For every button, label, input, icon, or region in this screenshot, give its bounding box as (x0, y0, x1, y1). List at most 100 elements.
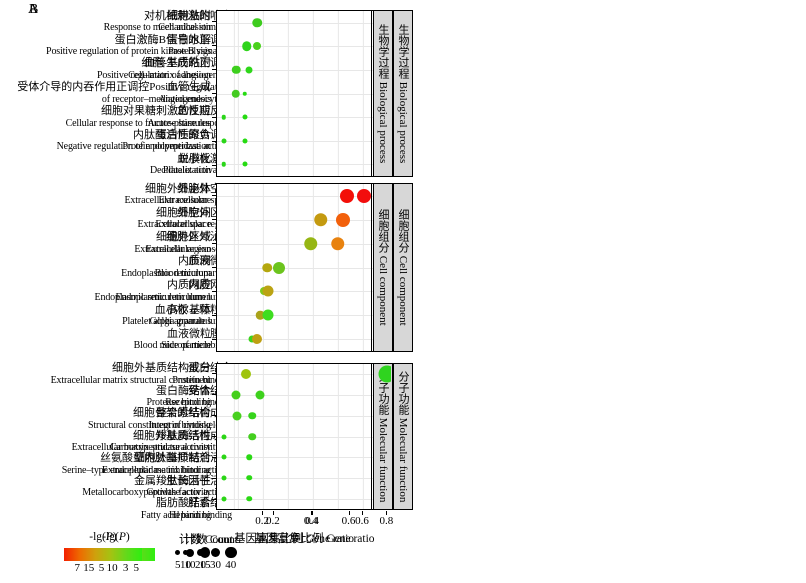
plot-row (217, 279, 371, 303)
data-point (231, 390, 241, 400)
go-term-label-en: Blood microparticle (133, 340, 212, 352)
plot-row (217, 303, 371, 327)
go-term-label: 细胞外空间 Extracellular space (0, 183, 233, 207)
x-tick-label: 0.8 (379, 515, 394, 527)
go-term-label-en: Endoplasmic reticulum lumen (94, 291, 212, 303)
plot-row (217, 58, 371, 82)
go-term-label-zh: 内肽酶活性的负调控 (133, 128, 232, 141)
go-term-label-zh: 内质网 (178, 255, 211, 268)
go-term-label-zh: 细胞外基质结构成分 (133, 429, 232, 442)
count-legend-dot (183, 550, 188, 555)
facet-plot (216, 10, 372, 177)
x-tick-label: 0.4 (303, 515, 318, 527)
pvalue-legend-title-p: P (105, 531, 113, 543)
go-term-label: 整合素结合 Integrin binding (0, 407, 211, 430)
go-term-label: 急性期反应 Acute-phase response (0, 105, 233, 129)
plot-row (217, 405, 371, 426)
go-term-label-en: Golgi apparatus (149, 316, 212, 328)
plot-row (217, 152, 371, 176)
data-point (232, 411, 242, 421)
go-term-label: 受体结合 Receptor binding (0, 385, 232, 408)
count-legend-label: 10 (184, 559, 196, 571)
go-term-label-en: Extracellular exosome (145, 243, 232, 255)
data-point (241, 369, 252, 380)
go-term-label: 内质网腔 Endoplasmic reticulum lumen (0, 279, 212, 304)
go-term-label-zh: 细胞外外泌体 (145, 182, 211, 195)
y-tick-mark (212, 499, 216, 500)
go-term-label: 脂肪酸结合 Fatty acid binding (0, 497, 211, 520)
count-legend-dot (225, 546, 237, 559)
go-term-label: 细胞外外泌体 Extracellular exosome (0, 183, 211, 207)
go-term-label-zh: 细胞外空间 (156, 206, 211, 219)
plot-row (217, 184, 371, 208)
go-term-label-en: Extracellular exosome (124, 195, 211, 207)
count-legend-item: 30 (210, 546, 221, 572)
data-point (252, 42, 261, 51)
go-term-label-zh: 对机械刺激的响应 (144, 9, 232, 22)
plot-row (217, 327, 371, 351)
row-gridline (217, 117, 371, 119)
panel-letter: B (29, 2, 39, 17)
go-term-label-en: Extracellular matrix structural constitu… (50, 374, 212, 386)
data-point (246, 454, 252, 460)
count-legend-dot (186, 548, 194, 557)
data-point (262, 285, 273, 297)
pvalue-colorbar-tick-label: 7 (74, 562, 81, 574)
count-legend-dot-box (183, 546, 188, 559)
data-point (246, 475, 252, 481)
row-gridline (217, 219, 371, 221)
row-gridline (217, 69, 371, 71)
data-point (255, 390, 265, 400)
pvalue-colorbar-tick-label: 5 (98, 562, 105, 574)
data-point (242, 91, 247, 96)
row-gridline (217, 291, 371, 293)
data-point (255, 310, 265, 320)
facet-strip: 细胞组分 Cell component (393, 183, 413, 352)
count-legend-item: 10 (180, 546, 191, 572)
y-tick-mark (212, 267, 216, 268)
row-gridline (217, 164, 371, 166)
go-term-label-zh: 内质网腔 (167, 279, 211, 292)
go-term-label-en: Structural constituent of cytoskeleton (88, 419, 232, 431)
pvalue-colorbar-tick-label: 10 (106, 562, 118, 574)
plot-row (217, 129, 371, 153)
data-point (356, 188, 371, 203)
go-term-label-zh: 蜕膜化 (178, 152, 211, 165)
x-tick-mark (386, 511, 388, 515)
go-term-label: 细胞骨架的结构成分 Structural constituent of cytos… (0, 407, 232, 431)
y-tick-mark (212, 372, 216, 374)
facet-plot-rows (217, 364, 371, 509)
data-point (245, 66, 253, 74)
pvalue-legend-title: -lg(P) (65, 531, 167, 543)
count-legend-dot (210, 547, 221, 558)
go-term-label-en: Platelet activation (162, 165, 232, 177)
go-term-label: 细胞外基质结合 Extracellular matrix binding (0, 452, 211, 475)
count-legend-label: 20 (195, 559, 206, 571)
y-tick-mark (212, 116, 216, 118)
go-term-label: 蛋白质聚合 Protein polymerization (0, 129, 211, 153)
plot-row (217, 468, 371, 489)
count-legend-label: 15 (199, 559, 211, 571)
go-term-label-en: Blood microparticle (154, 267, 233, 279)
go-term-label: 高尔基体 Golgi apparatus (0, 304, 212, 328)
go-term-label-en: Metallocarboxypeptidase activity (82, 487, 211, 498)
y-tick-mark (212, 45, 216, 47)
pvalue-legend-title-prefix: -lg( (89, 531, 106, 543)
data-point (221, 162, 227, 167)
go-term-label: 内肽酶活性的负调控 Negative regulation of endopept… (0, 128, 233, 153)
count-legend-dot (175, 550, 181, 555)
row-gridline (217, 498, 371, 500)
count-legend-label: 10 (180, 559, 191, 571)
go-term-label-zh: 血管生成 (167, 81, 211, 94)
y-tick-mark (212, 291, 216, 293)
count-legend-label: 30 (210, 559, 221, 571)
data-point (231, 65, 241, 75)
go-term-label: 蛋白激酶B信号的正调控 Positive regulation of protei… (0, 34, 232, 58)
go-term-label: 羧肽酶活性 Carboxypeptidase activity (0, 430, 211, 453)
plot-row (217, 488, 371, 509)
facet-plot-rows (217, 11, 371, 176)
data-point (378, 365, 391, 383)
go-term-label-en: Side of membrane (161, 340, 232, 352)
y-axis-labels: 细胞粘附 Cell adhesion 蛋白水解 Proteolysis 细胞-基质粘附 C… (0, 10, 212, 177)
data-point (241, 41, 252, 52)
